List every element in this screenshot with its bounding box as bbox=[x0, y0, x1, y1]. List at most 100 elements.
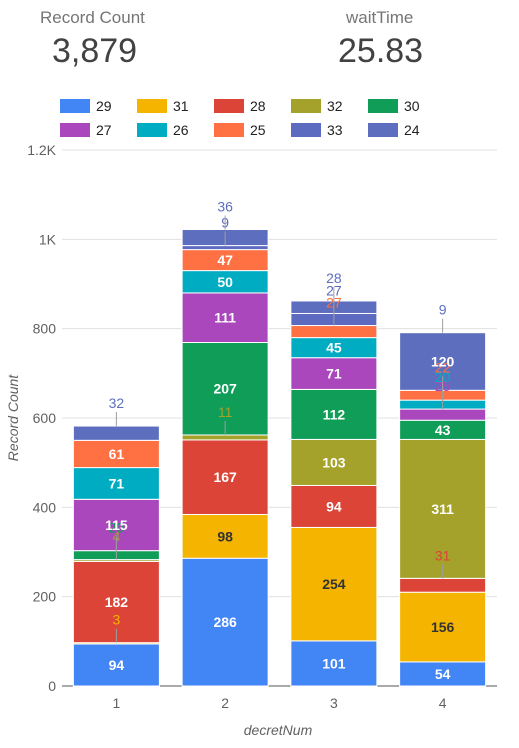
legend-swatch bbox=[214, 99, 244, 113]
bar-segment bbox=[181, 439, 269, 515]
data-label: 167 bbox=[213, 469, 237, 485]
legend-item[interactable]: 30 bbox=[368, 98, 420, 114]
legend-label: 28 bbox=[250, 98, 266, 114]
legend-item[interactable]: 32 bbox=[291, 98, 343, 114]
legend-swatch bbox=[291, 99, 321, 113]
legend-item[interactable]: 31 bbox=[137, 98, 189, 114]
x-tick-label: 1 bbox=[112, 695, 120, 711]
bar-segment bbox=[72, 425, 160, 441]
scorecard-wait-time: waitTime 25.83 bbox=[338, 8, 423, 71]
data-label: 71 bbox=[109, 475, 125, 491]
y-tick-label: 800 bbox=[33, 321, 57, 337]
data-label: 115 bbox=[105, 517, 128, 533]
legend-swatch bbox=[214, 123, 244, 137]
legend-swatch bbox=[291, 123, 321, 137]
bar-segment bbox=[399, 661, 487, 687]
legend-label: 31 bbox=[173, 98, 189, 114]
data-label: 11 bbox=[218, 404, 233, 420]
legend-label: 24 bbox=[404, 122, 420, 138]
data-label: 22 bbox=[435, 359, 451, 375]
bar-segment bbox=[399, 591, 487, 663]
data-label: 4 bbox=[112, 529, 120, 545]
x-tick-label: 2 bbox=[221, 695, 229, 711]
bar-segment bbox=[181, 292, 269, 344]
legend-swatch bbox=[137, 123, 167, 137]
data-label: 98 bbox=[217, 528, 233, 544]
data-label: 94 bbox=[109, 657, 125, 673]
y-tick-label: 1.2K bbox=[27, 142, 56, 158]
legend-item[interactable]: 24 bbox=[368, 122, 420, 138]
scorecard-record-count: Record Count 3,879 bbox=[40, 8, 145, 71]
data-label: 94 bbox=[326, 498, 342, 514]
data-label: 54 bbox=[435, 666, 451, 682]
bar-segment bbox=[181, 513, 269, 559]
x-tick-label: 3 bbox=[330, 695, 338, 711]
bar-segment bbox=[181, 557, 269, 687]
data-label: 120 bbox=[431, 353, 455, 369]
legend-item[interactable]: 29 bbox=[60, 98, 112, 114]
legend-label: 33 bbox=[327, 122, 343, 138]
data-label: 311 bbox=[431, 501, 454, 517]
legend-label: 32 bbox=[327, 98, 343, 114]
legend-item[interactable]: 27 bbox=[60, 122, 112, 138]
bar-segment bbox=[290, 325, 378, 339]
data-label: 9 bbox=[439, 302, 447, 318]
legend-label: 27 bbox=[96, 122, 112, 138]
data-label: 28 bbox=[326, 270, 342, 286]
legend-item[interactable]: 28 bbox=[214, 98, 266, 114]
bar-segment bbox=[399, 438, 487, 579]
legend-label: 30 bbox=[404, 98, 420, 114]
data-label: 61 bbox=[109, 446, 125, 462]
legend-swatch bbox=[60, 123, 90, 137]
scorecard-value: 25.83 bbox=[338, 32, 424, 70]
data-label: 32 bbox=[109, 395, 125, 411]
bar-segment bbox=[72, 467, 160, 500]
y-tick-label: 0 bbox=[48, 678, 56, 694]
bar-segment bbox=[290, 438, 378, 486]
scorecard-label: waitTime bbox=[346, 8, 414, 27]
bar-segment bbox=[290, 526, 378, 642]
legend-swatch bbox=[137, 99, 167, 113]
data-label: 156 bbox=[431, 619, 455, 635]
data-label: 112 bbox=[323, 406, 346, 422]
y-tick-label: 1K bbox=[39, 231, 57, 247]
legend-item[interactable]: 26 bbox=[137, 122, 189, 138]
data-label: 182 bbox=[105, 594, 129, 610]
y-axis-title: Record Count bbox=[5, 374, 21, 461]
data-label: 45 bbox=[326, 340, 342, 356]
data-label: 43 bbox=[435, 422, 451, 438]
data-label: 3 bbox=[112, 612, 120, 628]
data-label: 71 bbox=[326, 366, 342, 382]
legend-label: 25 bbox=[250, 122, 266, 138]
data-label: 207 bbox=[213, 381, 237, 397]
x-tick-label: 4 bbox=[439, 695, 447, 711]
bar-segment bbox=[399, 577, 487, 593]
bar-segment bbox=[72, 439, 160, 469]
data-label: 103 bbox=[322, 454, 346, 470]
bar-segment bbox=[72, 643, 160, 687]
bar-segment bbox=[290, 388, 378, 440]
legend-swatch bbox=[368, 123, 398, 137]
data-label: 254 bbox=[322, 576, 346, 592]
bar-segment bbox=[399, 408, 487, 421]
legend-item[interactable]: 25 bbox=[214, 122, 266, 138]
data-label: 111 bbox=[214, 310, 236, 326]
data-label: 47 bbox=[217, 252, 233, 268]
data-label: 31 bbox=[435, 547, 451, 563]
legend-label: 26 bbox=[173, 122, 189, 138]
data-label: 286 bbox=[213, 614, 237, 630]
bar-segment bbox=[181, 245, 269, 251]
data-label: 36 bbox=[217, 199, 233, 215]
data-label: 50 bbox=[217, 274, 233, 290]
bar-segment bbox=[181, 342, 269, 436]
legend-item[interactable]: 33 bbox=[291, 122, 343, 138]
data-label: 101 bbox=[322, 655, 346, 671]
bar-segment bbox=[181, 434, 269, 441]
x-axis-title: decretNum bbox=[244, 722, 313, 738]
legend-swatch bbox=[368, 99, 398, 113]
legend-swatch bbox=[60, 99, 90, 113]
data-label: 20 bbox=[109, 520, 125, 536]
scorecard-value: 3,879 bbox=[52, 32, 138, 70]
legend-label: 29 bbox=[96, 98, 112, 114]
